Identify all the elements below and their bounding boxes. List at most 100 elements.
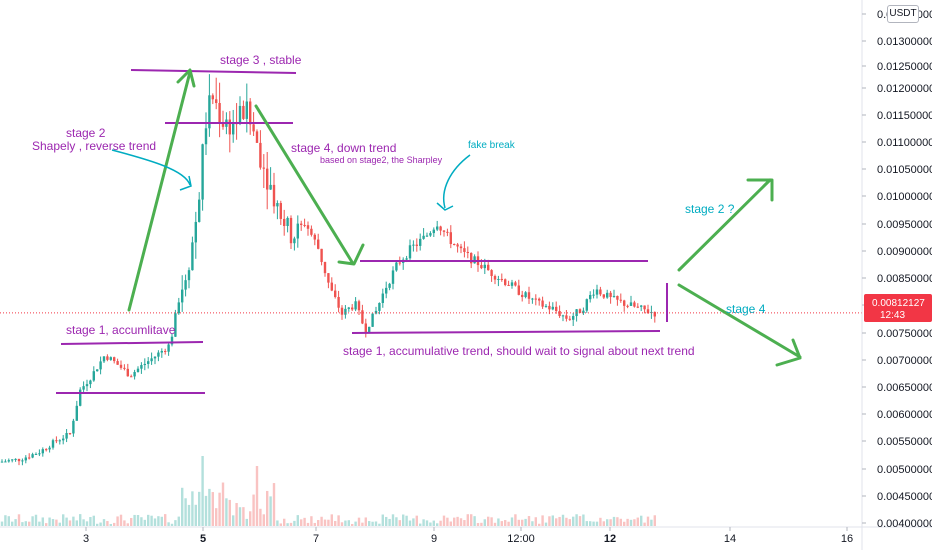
candle-body: [157, 352, 160, 357]
volume-bar: [51, 519, 55, 526]
volume-bar: [459, 518, 463, 526]
candle-body: [126, 368, 129, 377]
volume-bar: [653, 515, 656, 526]
candle-body: [347, 307, 350, 309]
volume-bar: [38, 521, 41, 526]
candle-body: [354, 301, 357, 310]
candle-body: [215, 99, 218, 104]
candle-body: [102, 356, 106, 362]
volume-bar: [211, 492, 214, 526]
volume-bar: [555, 518, 558, 526]
candle-body: [17, 458, 21, 462]
x-tick-label: 3: [83, 533, 89, 545]
candle-body: [306, 225, 310, 229]
stage2-pointer-head: [179, 175, 192, 191]
volume-bar: [170, 523, 174, 526]
volume-bar: [582, 514, 585, 526]
volume-bar: [45, 523, 48, 526]
volume-bar: [11, 521, 14, 526]
candle-body: [327, 273, 330, 283]
volume-bar: [398, 520, 401, 526]
volume-bar: [14, 519, 17, 526]
volume-bar: [201, 456, 204, 526]
candle-body: [487, 264, 490, 271]
candle-body: [534, 298, 537, 300]
candle-body: [412, 244, 415, 246]
candle-body: [337, 296, 340, 308]
candle-body: [228, 119, 231, 135]
volume-bar: [374, 521, 378, 526]
volume-bar: [41, 517, 44, 526]
volume-bar: [408, 520, 412, 526]
candle-body: [517, 285, 520, 295]
arrow-stage4-right: [677, 283, 802, 367]
candle-body: [470, 252, 473, 264]
candle-body: [459, 246, 463, 249]
candle-body: [619, 299, 622, 301]
volume-bar: [279, 523, 282, 526]
volume-bar: [303, 517, 306, 526]
candle-body: [425, 235, 429, 237]
candle-body: [646, 309, 650, 314]
volume-bar: [31, 516, 34, 526]
volume-bar: [262, 514, 265, 526]
annotation-stage1-left: stage 1, accumlitave: [66, 323, 176, 337]
volume-bar: [317, 520, 320, 526]
candle-body: [456, 244, 459, 247]
candle-body: [578, 309, 582, 314]
volume-bar: [164, 514, 167, 526]
volume-bar: [167, 522, 170, 526]
candle-body: [514, 282, 517, 286]
candle-body: [11, 459, 14, 461]
candle-body: [255, 131, 259, 143]
x-tick-label: 12:00: [507, 533, 535, 545]
stage2-pointer: [111, 149, 191, 186]
volume-bar: [592, 521, 595, 526]
volume-bar: [521, 519, 524, 526]
volume-bar: [289, 522, 293, 526]
volume-bar: [646, 516, 650, 526]
candle-body: [51, 440, 55, 448]
candle-body: [181, 289, 184, 303]
candle-body: [136, 368, 140, 372]
candle-body: [330, 282, 333, 291]
volume-bar: [266, 490, 269, 526]
volume-bar: [228, 499, 231, 526]
candle-body: [119, 364, 123, 368]
volume-bar: [602, 521, 605, 526]
candle-body: [55, 440, 58, 442]
candle-body: [429, 233, 432, 236]
volume-bar: [504, 520, 507, 526]
volume-bar: [113, 522, 116, 526]
volume-bar: [4, 515, 7, 526]
candle-body: [96, 369, 99, 372]
candle-body: [419, 238, 422, 246]
volume-bar: [89, 517, 92, 526]
annotation-fake-break: fake break: [468, 140, 516, 151]
volume-bar: [21, 522, 24, 526]
volume-bar: [476, 523, 480, 526]
volume-bar: [470, 514, 473, 526]
volume-bar: [269, 496, 272, 526]
candle-body: [500, 278, 503, 280]
candle-body: [453, 244, 456, 246]
y-tick-label: 0.00550000: [877, 436, 932, 448]
volume-bar: [116, 516, 119, 526]
volume-bar: [140, 517, 143, 526]
volume-bar: [24, 521, 27, 526]
volume-bar: [177, 516, 180, 526]
volume-bar: [351, 523, 354, 526]
candle-body: [374, 310, 378, 314]
volume-bar: [412, 518, 415, 526]
currency-badge[interactable]: USDT: [887, 5, 919, 23]
volume-bar: [612, 516, 616, 526]
volume-bar: [283, 518, 286, 526]
last-price-tag: 0.00812127 12:43: [864, 294, 932, 322]
candle-body: [439, 226, 442, 231]
volume-bar: [153, 518, 157, 526]
candle-body: [616, 295, 619, 300]
volume-bar: [28, 521, 31, 526]
volume-bar: [102, 519, 106, 526]
candle-body: [595, 289, 599, 295]
volume-bar: [456, 516, 459, 526]
